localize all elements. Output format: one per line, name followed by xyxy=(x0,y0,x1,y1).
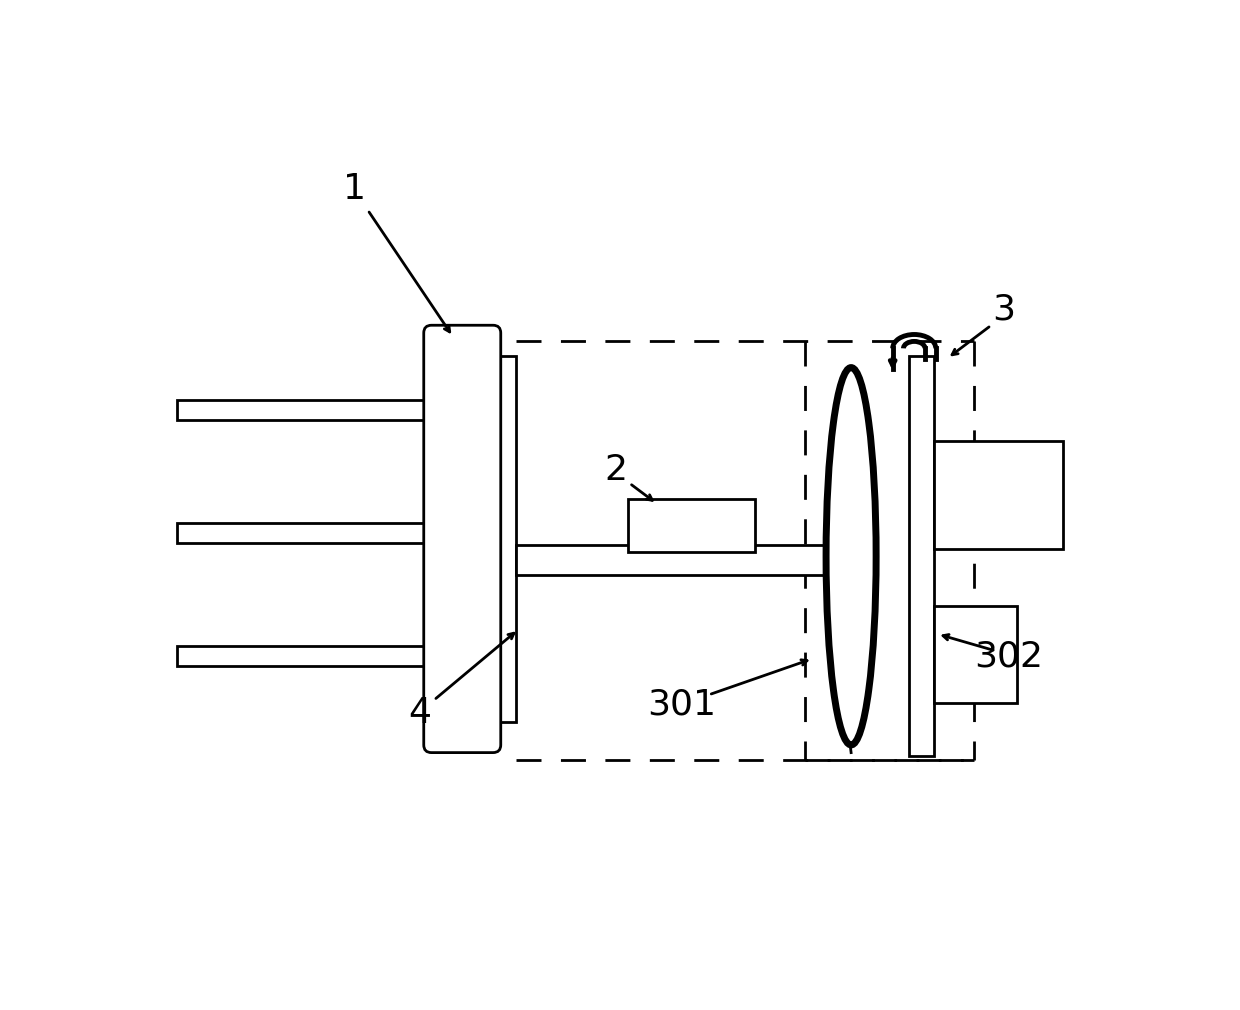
Polygon shape xyxy=(627,499,755,552)
Text: 301: 301 xyxy=(647,688,717,722)
Ellipse shape xyxy=(826,368,877,745)
Polygon shape xyxy=(934,606,1017,703)
Polygon shape xyxy=(516,545,828,575)
FancyBboxPatch shape xyxy=(424,325,501,752)
Polygon shape xyxy=(494,357,516,722)
Text: 4: 4 xyxy=(408,696,432,729)
Polygon shape xyxy=(177,523,432,543)
Text: 302: 302 xyxy=(975,639,1043,674)
Text: 2: 2 xyxy=(605,453,627,487)
Polygon shape xyxy=(909,357,934,756)
Text: 3: 3 xyxy=(992,293,1016,327)
Polygon shape xyxy=(177,646,432,667)
Text: 1: 1 xyxy=(343,172,366,206)
Polygon shape xyxy=(177,400,432,420)
Polygon shape xyxy=(934,440,1063,548)
